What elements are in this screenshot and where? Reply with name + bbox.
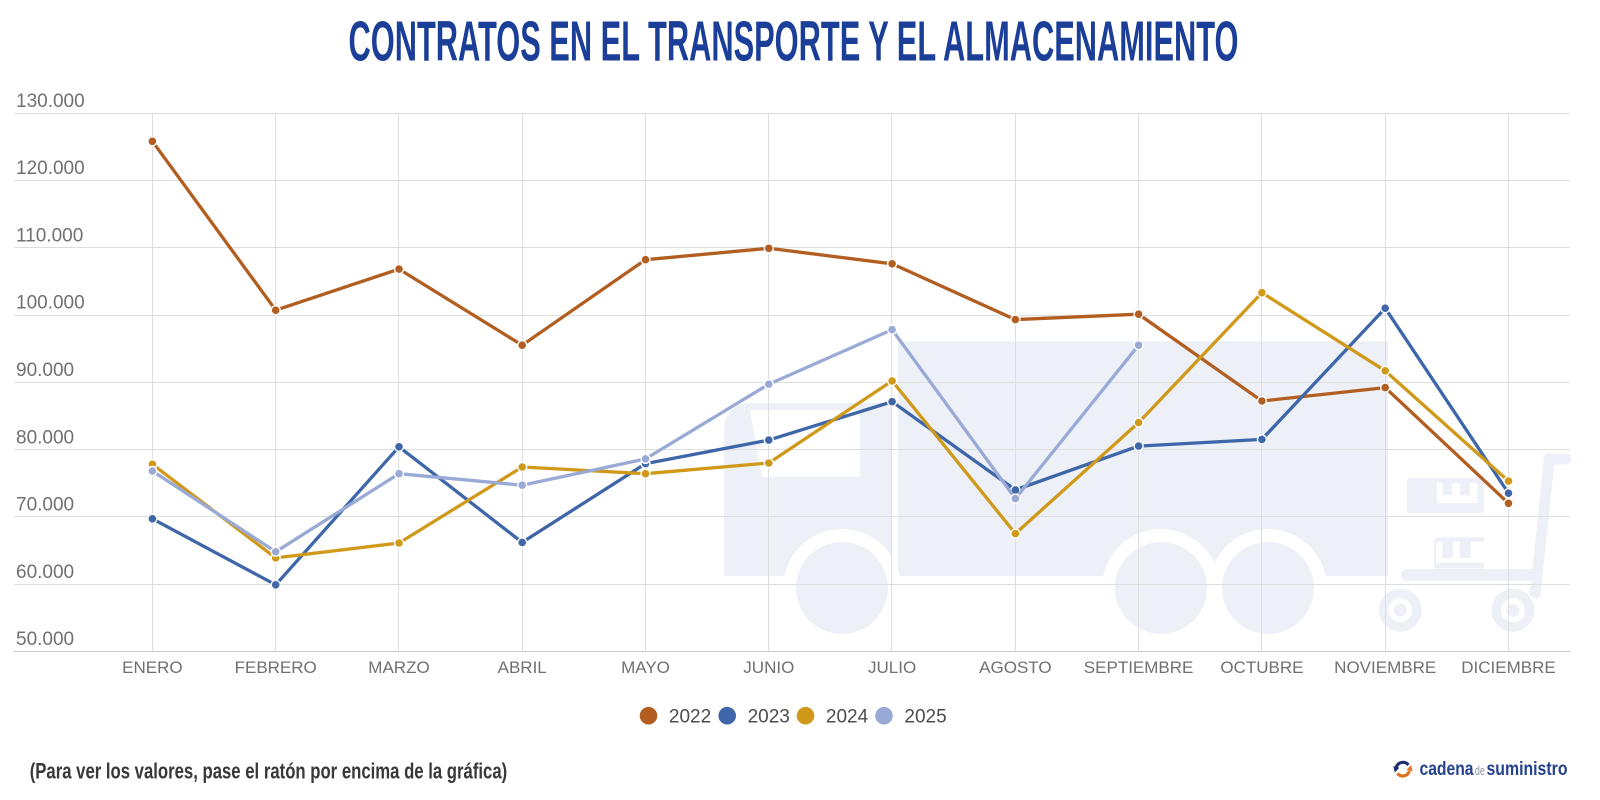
svg-text:MAYO: MAYO — [621, 658, 670, 677]
svg-text:OCTUBRE: OCTUBRE — [1220, 658, 1303, 677]
svg-text:80.000: 80.000 — [16, 427, 74, 448]
svg-text:FEBRERO: FEBRERO — [235, 658, 317, 677]
svg-text:DICIEMBRE: DICIEMBRE — [1461, 658, 1555, 677]
svg-text:ENERO: ENERO — [122, 658, 182, 677]
svg-text:2023: 2023 — [748, 707, 790, 728]
svg-text:110.000: 110.000 — [16, 225, 83, 246]
svg-text:suministro: suministro — [1487, 758, 1568, 780]
svg-text:90.000: 90.000 — [16, 360, 74, 381]
svg-text:de: de — [1475, 763, 1485, 778]
svg-text:2025: 2025 — [904, 707, 946, 728]
svg-text:SEPTIEMBRE: SEPTIEMBRE — [1084, 658, 1194, 677]
svg-text:70.000: 70.000 — [16, 495, 74, 516]
svg-text:100.000: 100.000 — [16, 293, 85, 314]
svg-text:AGOSTO: AGOSTO — [979, 658, 1051, 677]
svg-text:NOVIEMBRE: NOVIEMBRE — [1334, 658, 1436, 677]
svg-text:50.000: 50.000 — [16, 629, 74, 650]
svg-text:130.000: 130.000 — [16, 91, 85, 112]
svg-text:120.000: 120.000 — [16, 158, 85, 179]
svg-text:cadena: cadena — [1420, 758, 1474, 780]
svg-text:(Para ver los valores, pase el: (Para ver los valores, pase el ratón por… — [30, 759, 508, 784]
svg-text:JUNIO: JUNIO — [743, 658, 794, 677]
svg-text:CONTRATOS EN EL TRANSPORTE Y E: CONTRATOS EN EL TRANSPORTE Y EL ALMACENA… — [349, 10, 1239, 73]
svg-text:MARZO: MARZO — [368, 658, 429, 677]
svg-text:2024: 2024 — [826, 707, 869, 728]
svg-text:2022: 2022 — [669, 707, 711, 728]
svg-text:JULIO: JULIO — [868, 658, 916, 677]
svg-text:ABRIL: ABRIL — [498, 658, 547, 677]
svg-text:60.000: 60.000 — [16, 562, 74, 583]
